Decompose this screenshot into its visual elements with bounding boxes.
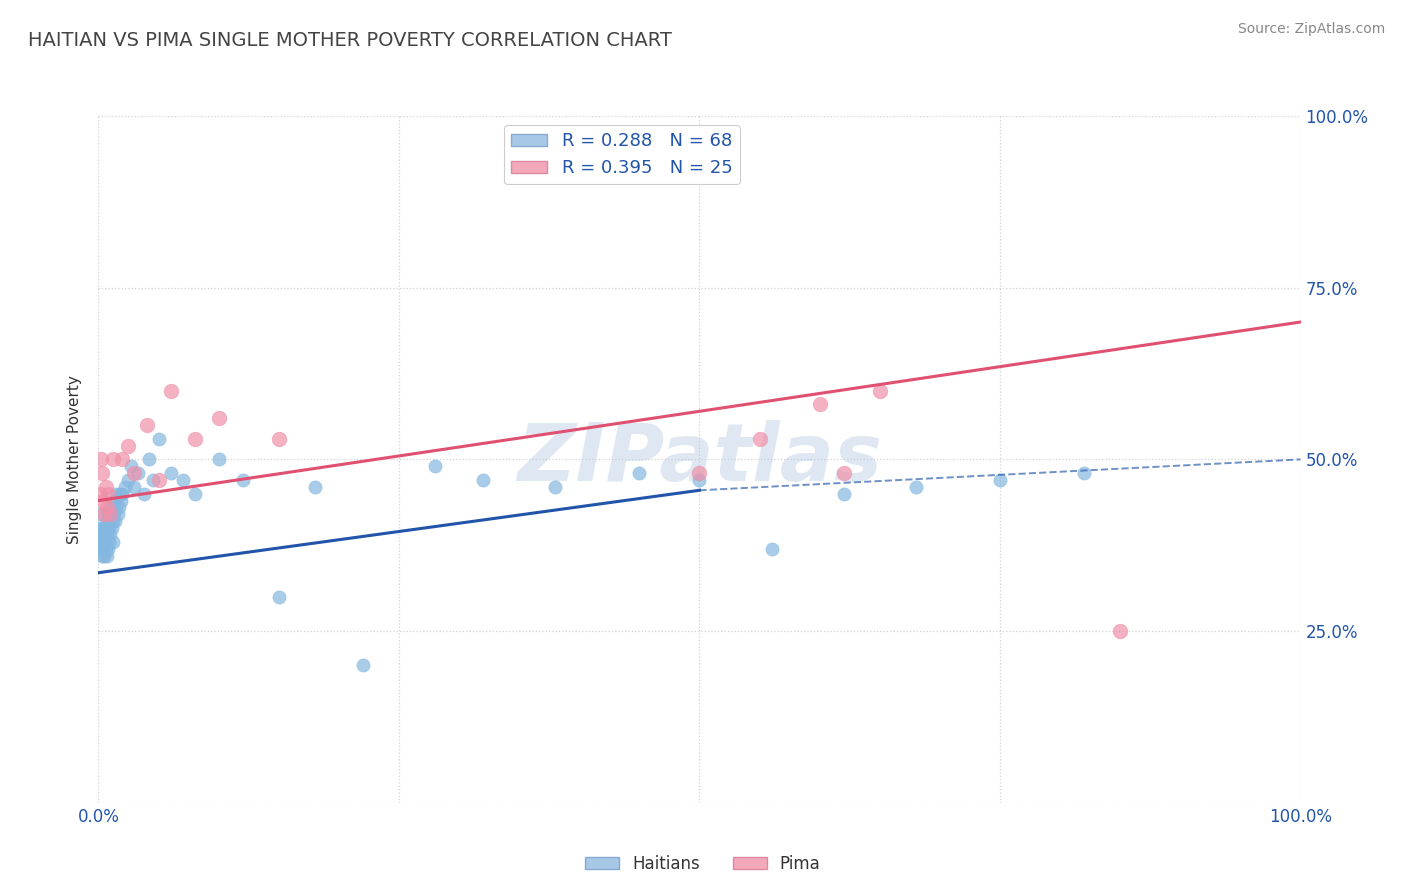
Point — [208, 411, 231, 425]
Point — [138, 452, 160, 467]
Point — [135, 417, 157, 433]
Point — [117, 439, 139, 453]
Point — [148, 473, 170, 487]
Point — [107, 508, 129, 522]
Point — [352, 658, 374, 673]
Point — [761, 541, 783, 556]
Point — [141, 473, 163, 487]
Point — [89, 534, 111, 549]
Point — [832, 466, 855, 480]
Point — [98, 521, 121, 535]
Text: ZIPatlas: ZIPatlas — [517, 420, 882, 499]
Point — [100, 500, 122, 515]
Point — [91, 534, 114, 549]
Point — [97, 487, 120, 501]
Point — [94, 541, 117, 556]
Point — [1109, 624, 1132, 639]
Point — [110, 493, 132, 508]
Point — [304, 480, 326, 494]
Point — [93, 549, 115, 563]
Point — [90, 452, 112, 467]
Point — [104, 514, 127, 528]
Point — [689, 473, 711, 487]
Point — [93, 521, 115, 535]
Point — [124, 480, 146, 494]
Point — [94, 480, 117, 494]
Point — [93, 528, 115, 542]
Point — [100, 521, 122, 535]
Point — [91, 521, 114, 535]
Legend: R = 0.288   N = 68, R = 0.395   N = 25: R = 0.288 N = 68, R = 0.395 N = 25 — [505, 125, 740, 185]
Point — [988, 473, 1011, 487]
Point — [96, 528, 118, 542]
Point — [423, 459, 446, 474]
Point — [472, 473, 495, 487]
Point — [93, 508, 115, 522]
Point — [108, 500, 131, 515]
Point — [628, 466, 651, 480]
Point — [120, 459, 142, 474]
Point — [100, 508, 122, 522]
Point — [148, 432, 170, 446]
Point — [96, 500, 118, 515]
Y-axis label: Single Mother Poverty: Single Mother Poverty — [67, 375, 83, 544]
Point — [183, 432, 205, 446]
Point — [159, 466, 181, 480]
Point — [124, 466, 146, 480]
Point — [100, 514, 122, 528]
Point — [96, 514, 118, 528]
Point — [208, 452, 231, 467]
Point — [869, 384, 891, 398]
Point — [544, 480, 567, 494]
Text: Source: ZipAtlas.com: Source: ZipAtlas.com — [1237, 22, 1385, 37]
Point — [114, 480, 136, 494]
Point — [91, 493, 114, 508]
Point — [832, 487, 855, 501]
Point — [111, 487, 134, 501]
Point — [91, 549, 114, 563]
Point — [183, 487, 205, 501]
Point — [90, 521, 112, 535]
Point — [103, 493, 125, 508]
Point — [159, 384, 181, 398]
Point — [172, 473, 194, 487]
Text: HAITIAN VS PIMA SINGLE MOTHER POVERTY CORRELATION CHART: HAITIAN VS PIMA SINGLE MOTHER POVERTY CO… — [28, 31, 672, 50]
Point — [1073, 466, 1095, 480]
Point — [132, 487, 155, 501]
Point — [103, 508, 125, 522]
Point — [117, 473, 139, 487]
Point — [100, 528, 122, 542]
Point — [100, 508, 122, 522]
Point — [91, 541, 114, 556]
Point — [96, 549, 118, 563]
Point — [97, 541, 120, 556]
Point — [91, 528, 114, 542]
Point — [89, 508, 111, 522]
Point — [98, 534, 121, 549]
Point — [904, 480, 927, 494]
Point — [127, 466, 149, 480]
Point — [97, 508, 120, 522]
Point — [94, 534, 117, 549]
Point — [93, 534, 115, 549]
Point — [101, 452, 124, 467]
Point — [101, 514, 124, 528]
Point — [101, 534, 124, 549]
Point — [689, 466, 711, 480]
Point — [105, 500, 128, 515]
Point — [108, 487, 131, 501]
Point — [97, 521, 120, 535]
Point — [267, 590, 290, 604]
Point — [111, 452, 134, 467]
Point — [94, 521, 117, 535]
Point — [267, 432, 290, 446]
Legend: Haitians, Pima: Haitians, Pima — [579, 848, 827, 880]
Point — [105, 487, 128, 501]
Point — [748, 432, 770, 446]
Point — [91, 466, 114, 480]
Point — [808, 397, 831, 411]
Point — [89, 487, 111, 501]
Point — [232, 473, 254, 487]
Point — [90, 541, 112, 556]
